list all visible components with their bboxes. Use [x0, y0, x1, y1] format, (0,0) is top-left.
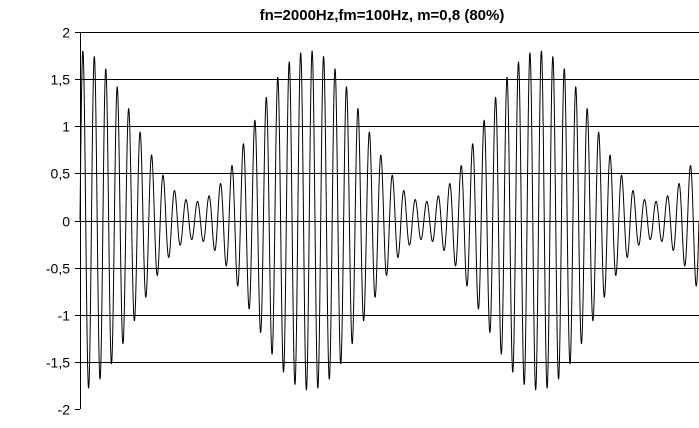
y-axis — [75, 32, 81, 410]
y-tick-label: -1 — [58, 308, 71, 324]
y-tick-labels: 2 1,5 1 0,5 0 -0,5 -1 -1,5 -2 — [46, 25, 70, 418]
y-tick-label: 1 — [62, 119, 70, 135]
am-signal-line — [79, 50, 699, 391]
y-tick-label: -1,5 — [46, 355, 70, 371]
chart-title: fn=2000Hz,fm=100Hz, m=0,8 (80%) — [260, 7, 505, 24]
y-tick-label: -2 — [58, 402, 71, 418]
y-tick-label: -0,5 — [46, 261, 70, 277]
y-tick-label: 1,5 — [51, 72, 71, 88]
signal-series — [79, 50, 699, 391]
y-tick-label: 0 — [62, 214, 70, 230]
y-tick-label: 0,5 — [51, 166, 71, 182]
y-tick-label: 2 — [62, 25, 70, 41]
